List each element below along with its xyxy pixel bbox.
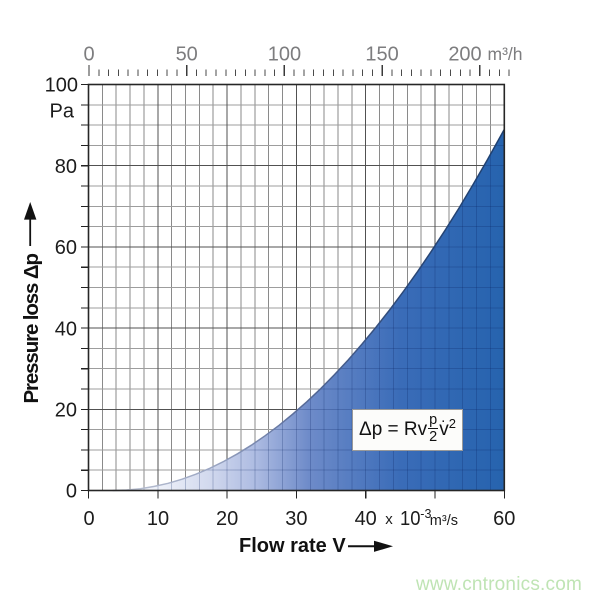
svg-text:40: 40 xyxy=(355,508,377,530)
svg-text:x: x xyxy=(385,511,393,528)
svg-text:100: 100 xyxy=(45,75,78,97)
svg-text:Pressure loss Δp: Pressure loss Δp xyxy=(20,253,43,404)
svg-text:100: 100 xyxy=(268,44,301,66)
svg-text:20: 20 xyxy=(216,508,238,530)
svg-text:10: 10 xyxy=(400,507,421,530)
svg-text:0: 0 xyxy=(66,481,77,503)
svg-text:Pa: Pa xyxy=(50,101,75,123)
svg-text:20: 20 xyxy=(55,400,77,422)
svg-text:60: 60 xyxy=(493,508,515,530)
svg-text:Flow rate V: Flow rate V xyxy=(239,535,346,557)
svg-text:10: 10 xyxy=(147,508,169,530)
svg-text:m³/h: m³/h xyxy=(488,44,523,64)
svg-text:-3: -3 xyxy=(420,507,431,521)
svg-text:0: 0 xyxy=(83,44,94,66)
svg-text:m³/s: m³/s xyxy=(430,513,458,529)
svg-text:200: 200 xyxy=(448,44,481,66)
svg-text:60: 60 xyxy=(55,237,77,259)
svg-text:50: 50 xyxy=(176,44,198,66)
svg-text:40: 40 xyxy=(55,318,77,340)
svg-text:30: 30 xyxy=(285,508,307,530)
svg-text:150: 150 xyxy=(365,44,398,66)
svg-text:0: 0 xyxy=(83,508,94,530)
svg-text:80: 80 xyxy=(55,156,77,178)
